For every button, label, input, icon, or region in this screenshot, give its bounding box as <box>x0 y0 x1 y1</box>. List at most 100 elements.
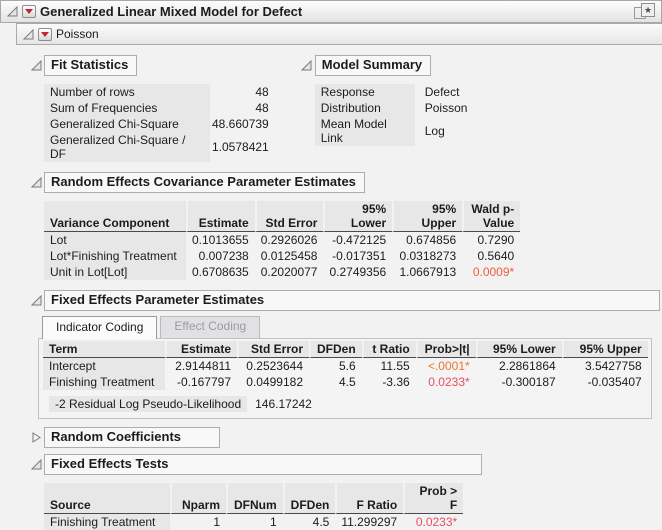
table-cell: 0.1013655 <box>192 233 249 247</box>
fit-statistics-section: Fit Statistics Number of rows 48 Sum of … <box>30 55 275 162</box>
fit-statistics-table: Number of rows 48 Sum of Frequencies 48 … <box>44 84 275 162</box>
table-cell: 1 <box>213 515 220 529</box>
table-cell: 0.0318273 <box>399 249 457 263</box>
table-row: Unit in Lot[Lot] 0.6708635 0.2020077 0.2… <box>44 264 520 280</box>
disclosure-triangle-open[interactable] <box>22 28 34 40</box>
table-cell: 0.6708635 <box>192 265 249 279</box>
stat-label: Sum of Frequencies <box>44 100 210 116</box>
disclosure-triangle-closed[interactable] <box>30 432 42 444</box>
column-header: Variance Component <box>44 201 186 232</box>
disclosure-triangle-open[interactable] <box>30 295 42 307</box>
p-value-cell: 0.7290 <box>477 233 515 247</box>
table-cell: 1 <box>269 515 277 529</box>
red-triangle-icon <box>25 9 33 14</box>
table-row: Intercept 2.9144811 0.2523644 5.6 11.55 … <box>43 358 648 374</box>
table-row: Generalized Chi-Square 48.660739 <box>44 116 275 132</box>
column-header: Wald p-Value <box>462 201 521 232</box>
section-title: Fixed Effects Parameter Estimates <box>44 290 660 311</box>
table-row: Lot*Finishing Treatment 0.007238 0.01254… <box>44 248 520 264</box>
table-row: Distribution Poisson <box>314 100 485 116</box>
section-title: Model Summary <box>314 55 432 76</box>
column-header: Term <box>43 341 165 358</box>
column-header: 95% Lower <box>475 341 562 358</box>
stat-label: Generalized Chi-Square <box>44 116 210 132</box>
pseudo-likelihood-value: 146.17242 <box>255 397 312 411</box>
disclosure-triangle-open[interactable] <box>30 60 42 72</box>
tab-effect-coding[interactable]: Effect Coding <box>160 316 261 338</box>
table-cell: 0.0499182 <box>246 375 303 389</box>
table-cell: 5.6 <box>338 359 356 373</box>
table-row: Finishing Treatment 1 1 4.5 11.299297 0.… <box>44 514 463 530</box>
p-value-cell: 0.0009* <box>472 265 515 279</box>
section-title: Fit Statistics <box>44 55 138 76</box>
section-title: Fixed Effects Tests <box>44 454 482 475</box>
table-row: Number of rows 48 <box>44 84 275 100</box>
table-cell: 4.5 <box>312 515 330 529</box>
column-header: Nparm <box>170 483 226 514</box>
table-cell: -0.035407 <box>587 375 642 389</box>
tab-indicator-coding[interactable]: Indicator Coding <box>42 316 158 339</box>
random-effects-section: Random Effects Covariance Parameter Esti… <box>30 172 662 280</box>
section-title: Random Effects Covariance Parameter Esti… <box>44 172 365 193</box>
summary-label: Response <box>314 84 415 100</box>
random-effects-table: Variance Component Estimate Std Error 95… <box>44 201 521 280</box>
column-header: Prob>|t| <box>415 341 476 358</box>
disclosure-triangle-open[interactable] <box>30 177 42 189</box>
indicator-coding-panel: Term Estimate Std Error DFDen t Ratio Pr… <box>38 338 652 419</box>
model-summary-section: Model Summary Response Defect Distributi… <box>301 55 485 146</box>
summary-value: Log <box>424 124 445 138</box>
table-cell: 0.2020077 <box>260 265 318 279</box>
column-header: Source <box>44 483 170 514</box>
table-cell: 0.2523644 <box>246 359 303 373</box>
model-summary-table: Response Defect Distribution Poisson Mea… <box>314 84 485 146</box>
table-cell: 11.299297 <box>341 515 398 529</box>
table-cell: 0.2926026 <box>260 233 318 247</box>
coding-tabs: Indicator Coding Effect Coding <box>42 315 662 339</box>
table-cell: Lot*Finishing Treatment <box>44 248 186 264</box>
table-cell: Finishing Treatment <box>44 514 170 530</box>
red-triangle-menu[interactable] <box>38 27 52 41</box>
column-header: Std Error <box>237 341 309 358</box>
stat-label: Number of rows <box>44 84 210 100</box>
column-header: Estimate <box>186 201 255 232</box>
fixed-effects-table: Term Estimate Std Error DFDen t Ratio Pr… <box>43 341 648 390</box>
table-cell: 0.2749356 <box>329 265 387 279</box>
stat-value: 48 <box>255 85 269 99</box>
disclosure-triangle-open[interactable] <box>301 60 313 72</box>
fixed-effects-section: Fixed Effects Parameter Estimates Indica… <box>30 290 662 419</box>
disclosure-triangle-open[interactable] <box>30 459 42 471</box>
table-row: Generalized Chi-Square / DF 1.0578421 <box>44 132 275 162</box>
table-cell: Lot <box>44 232 186 248</box>
table-row: Response Defect <box>314 84 485 100</box>
table-cell: -0.017351 <box>332 249 387 263</box>
distribution-title: Poisson <box>56 27 99 41</box>
table-row: Finishing Treatment -0.167797 0.0499182 … <box>43 374 648 390</box>
column-header: Estimate <box>165 341 237 358</box>
table-row: Sum of Frequencies 48 <box>44 100 275 116</box>
column-header: Std Error <box>254 201 324 232</box>
p-value-cell: <.0001* <box>427 359 470 373</box>
column-header: Prob > F <box>403 483 464 514</box>
column-header: DFDen <box>282 483 336 514</box>
report-title-bar: Generalized Linear Mixed Model for Defec… <box>0 0 662 23</box>
table-cell: 2.9144811 <box>175 359 231 373</box>
bookmark-star-icon[interactable]: ★ <box>634 3 656 20</box>
distribution-title-bar: Poisson <box>16 23 662 45</box>
table-cell: 1.0667913 <box>399 265 457 279</box>
table-cell: Intercept <box>43 358 165 374</box>
star-glyph: ★ <box>641 3 655 17</box>
column-header: DFDen <box>309 341 362 358</box>
disclosure-triangle-open[interactable] <box>6 6 18 18</box>
pseudo-likelihood-row: -2 Residual Log Pseudo-Likelihood 146.17… <box>49 396 651 412</box>
table-cell: -3.36 <box>382 375 410 389</box>
summary-label: Mean Model Link <box>314 116 415 146</box>
column-header: 95% Lower <box>323 201 393 232</box>
report-title: Generalized Linear Mixed Model for Defec… <box>40 4 303 19</box>
red-triangle-icon <box>41 31 49 37</box>
table-cell: 3.5427758 <box>584 359 642 373</box>
fixed-effects-tests-table: Source Nparm DFNum DFDen F Ratio Prob > … <box>44 483 464 530</box>
p-value-cell: 0.0233* <box>428 375 470 389</box>
red-triangle-menu[interactable] <box>22 5 36 18</box>
stat-value: 48 <box>255 101 269 115</box>
p-value-cell: 0.5640 <box>477 249 515 263</box>
